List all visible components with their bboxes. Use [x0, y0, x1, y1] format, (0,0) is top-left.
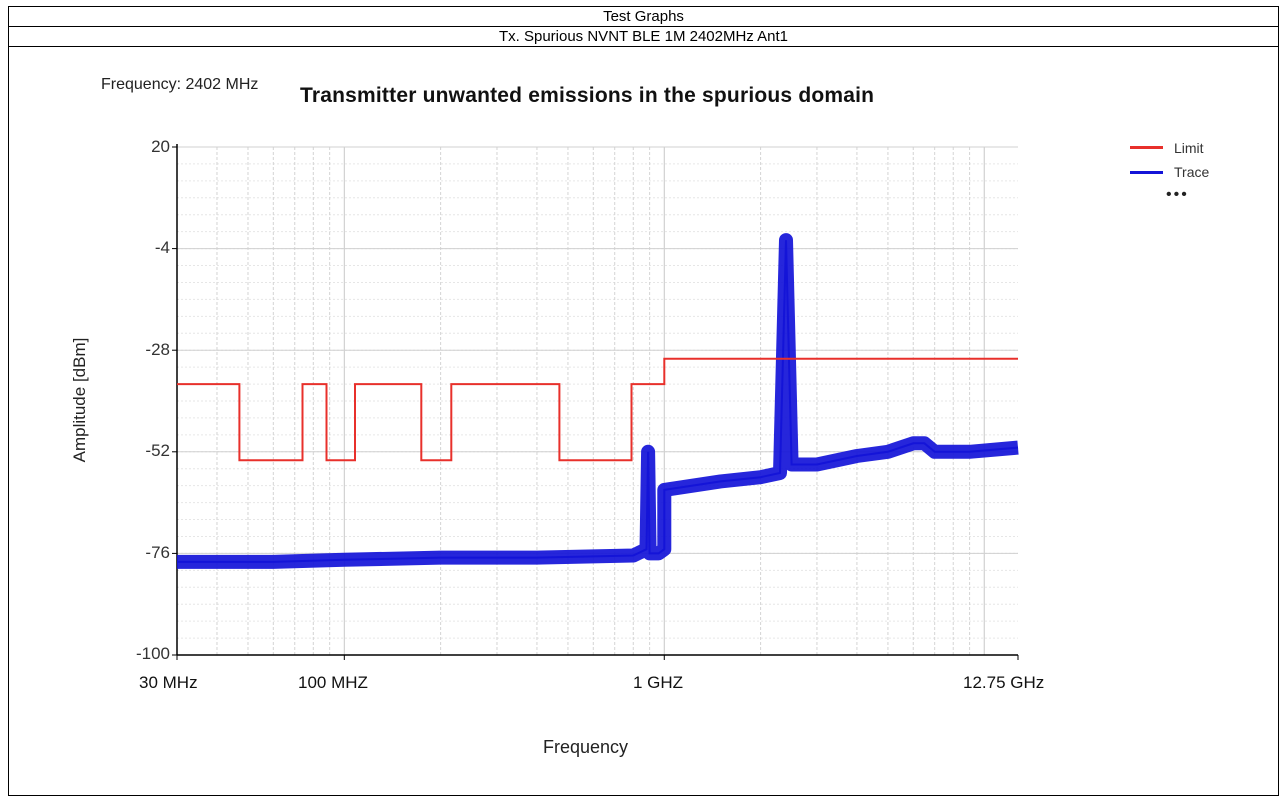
x-axis-label: Frequency [543, 737, 629, 757]
legend-trace-swatch [1130, 171, 1163, 174]
x-tick-label: 1 GHZ [633, 673, 684, 692]
legend-trace-label: Trace [1174, 164, 1210, 180]
report-table: Test Graphs Tx. Spurious NVNT BLE 1M 240… [8, 6, 1279, 796]
legend-limit-label: Limit [1174, 140, 1204, 156]
legend-more-icon: ••• [1166, 186, 1189, 203]
y-tick-label: -52 [145, 441, 170, 460]
y-tick-label: -28 [145, 340, 170, 359]
x-tick-label: 100 MHZ [298, 673, 368, 692]
series-trace-line [177, 240, 1019, 563]
series-layer [177, 233, 1019, 569]
table-subheader: Tx. Spurious NVNT BLE 1M 2402MHz Ant1 [9, 27, 1278, 47]
y-tick-label: 20 [151, 137, 170, 156]
y-tick-label: -100 [135, 644, 170, 663]
frequency-annotation: Frequency: 2402 MHz [101, 76, 259, 93]
table-header: Test Graphs [9, 7, 1278, 27]
x-tick-label: 30 MHz [139, 673, 198, 692]
x-tick-label: 12.75 GHz [963, 673, 1045, 692]
y-tick-label: -4 [154, 238, 170, 257]
y-axis-label: Amplitude [dBm] [70, 337, 89, 463]
series-limit-line [177, 357, 1018, 462]
y-tick-label: -76 [145, 543, 170, 562]
chart-title: Transmitter unwanted emissions in the sp… [300, 84, 875, 107]
legend-limit-swatch [1130, 146, 1163, 149]
axes [172, 144, 1019, 660]
